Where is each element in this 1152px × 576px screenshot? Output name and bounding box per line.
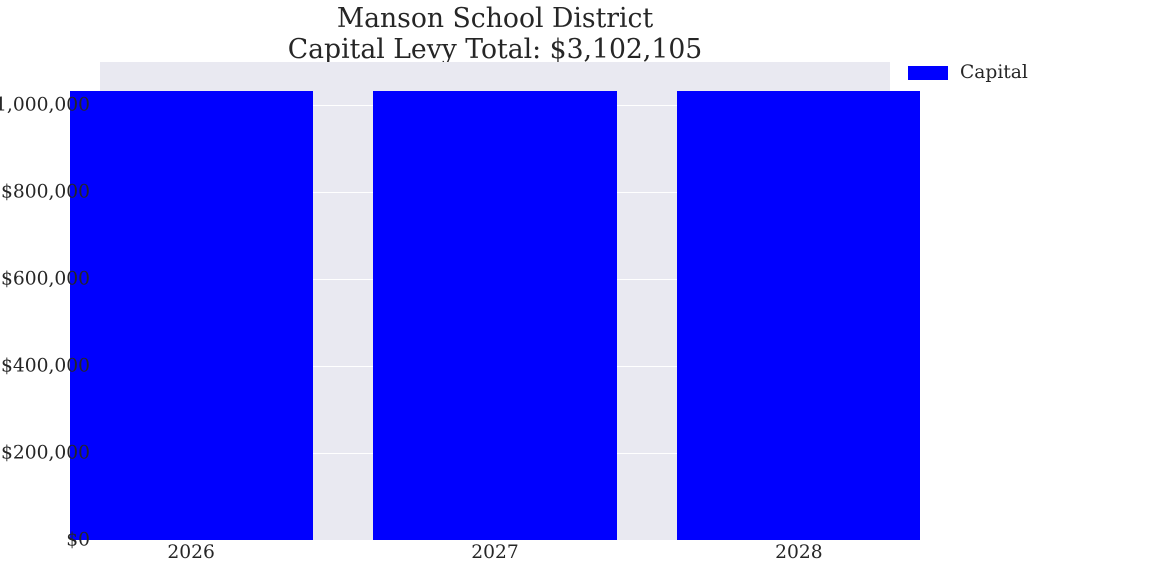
legend-swatch — [908, 66, 948, 80]
bar — [70, 91, 313, 540]
chart-title-line2: Capital Levy Total: $3,102,105 — [100, 35, 890, 66]
ytick-label: $800,000 — [1, 182, 90, 203]
ytick-label: $0 — [66, 530, 90, 551]
ytick-label: $1,000,000 — [0, 95, 90, 116]
xtick-label: 2028 — [775, 542, 822, 563]
figure: Manson School District Capital Levy Tota… — [0, 0, 1152, 576]
legend-label: Capital — [960, 62, 1028, 83]
bar — [677, 91, 920, 540]
chart-title-line1: Manson School District — [100, 4, 890, 35]
gridline — [100, 540, 890, 541]
bar — [373, 91, 616, 540]
ytick-label: $200,000 — [1, 443, 90, 464]
legend: Capital — [908, 62, 1028, 83]
xtick-label: 2027 — [471, 542, 518, 563]
ytick-label: $600,000 — [1, 269, 90, 290]
chart-title: Manson School District Capital Levy Tota… — [100, 4, 890, 65]
plot-axes: $0$200,000$400,000$600,000$800,000$1,000… — [100, 62, 890, 540]
plot-area — [100, 62, 890, 540]
xtick-label: 2026 — [167, 542, 214, 563]
ytick-label: $400,000 — [1, 356, 90, 377]
